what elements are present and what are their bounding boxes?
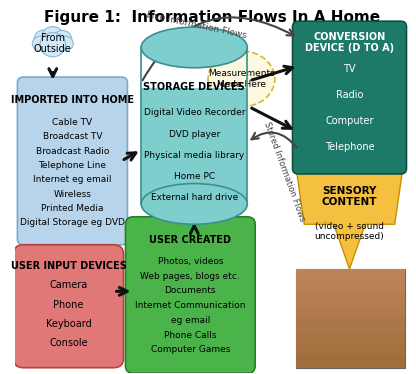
Text: Phone Calls: Phone Calls	[164, 331, 217, 340]
Circle shape	[58, 36, 73, 51]
Text: Console: Console	[49, 338, 88, 347]
Text: Stored Information Flows: Stored Information Flows	[262, 121, 307, 223]
Text: eg email: eg email	[171, 316, 210, 325]
Text: USER INPUT DEVICES: USER INPUT DEVICES	[10, 261, 126, 270]
FancyBboxPatch shape	[13, 245, 124, 368]
Text: (video + sound
uncompressed): (video + sound uncompressed)	[314, 222, 384, 241]
Text: Radio: Radio	[336, 90, 363, 100]
FancyBboxPatch shape	[292, 21, 406, 174]
Ellipse shape	[208, 51, 275, 107]
Text: Documents: Documents	[165, 286, 216, 295]
Text: Camera: Camera	[50, 280, 88, 291]
Bar	[297, 306, 404, 318]
Text: Broadcast TV: Broadcast TV	[43, 132, 102, 141]
Text: Live Information Flows: Live Information Flows	[145, 10, 247, 40]
Bar	[297, 269, 404, 281]
Ellipse shape	[141, 27, 248, 68]
Circle shape	[40, 33, 66, 57]
Circle shape	[53, 30, 72, 48]
Text: CONVERSION
DEVICE (D TO A): CONVERSION DEVICE (D TO A)	[305, 31, 394, 53]
FancyBboxPatch shape	[17, 77, 127, 245]
Bar	[297, 318, 404, 331]
Text: Physical media library: Physical media library	[144, 151, 244, 160]
Text: Digital Storage eg DVD: Digital Storage eg DVD	[20, 218, 125, 227]
Text: Photos, videos: Photos, videos	[158, 257, 223, 266]
Text: Wireless: Wireless	[54, 190, 92, 199]
Text: Computer: Computer	[325, 116, 374, 126]
Text: Digital Video Recorder: Digital Video Recorder	[144, 108, 245, 117]
Bar	[141, 88, 248, 204]
Text: Keyboard: Keyboard	[46, 319, 92, 329]
Polygon shape	[297, 170, 403, 269]
Text: Internet Communication: Internet Communication	[135, 301, 245, 310]
Text: Measurements
Made Here: Measurements Made Here	[208, 69, 275, 89]
Bar	[297, 281, 404, 294]
Text: Telephone: Telephone	[324, 142, 374, 152]
Circle shape	[32, 36, 48, 51]
Bar	[297, 294, 404, 306]
Text: Home PC: Home PC	[174, 172, 215, 181]
Bar	[297, 331, 404, 343]
Text: From
Outside: From Outside	[34, 33, 72, 54]
Text: STORAGE DEVICES: STORAGE DEVICES	[144, 82, 245, 92]
Text: Broadcast Radio: Broadcast Radio	[36, 147, 109, 156]
Text: SENSORY
CONTENT: SENSORY CONTENT	[322, 186, 377, 207]
Text: IMPORTED INTO HOME: IMPORTED INTO HOME	[11, 95, 134, 105]
Text: Cable TV: Cable TV	[52, 118, 92, 127]
Text: Web pages, blogs etc.: Web pages, blogs etc.	[141, 272, 240, 280]
Text: TV: TV	[343, 64, 356, 74]
Ellipse shape	[141, 184, 248, 224]
Text: Figure 1:  Information Flows In A Home: Figure 1: Information Flows In A Home	[44, 10, 380, 25]
Bar	[297, 269, 404, 368]
Text: Telephone Line: Telephone Line	[38, 161, 106, 170]
FancyBboxPatch shape	[126, 217, 255, 373]
Text: External hard drive: External hard drive	[151, 193, 238, 202]
Text: USER CREATED: USER CREATED	[149, 235, 231, 245]
Text: Internet eg email: Internet eg email	[33, 175, 111, 184]
Bar	[297, 355, 404, 368]
Circle shape	[42, 27, 64, 47]
Text: DVD player: DVD player	[168, 130, 220, 139]
Text: Printed Media: Printed Media	[41, 204, 104, 213]
Bar	[297, 343, 404, 355]
Text: Phone: Phone	[53, 300, 84, 310]
Text: Computer Games: Computer Games	[151, 346, 230, 355]
Circle shape	[34, 30, 54, 48]
